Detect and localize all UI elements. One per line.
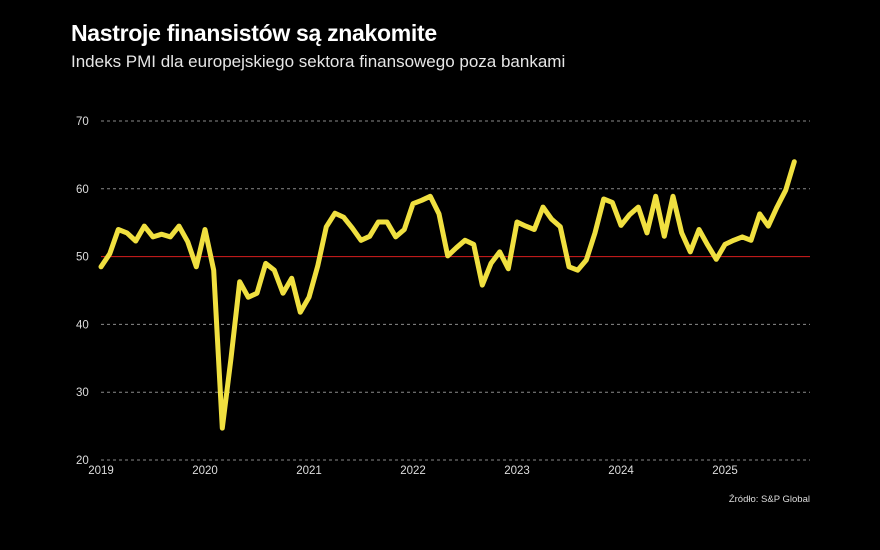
y-tick-label: 60 <box>76 184 89 196</box>
chart-subtitle: Indeks PMI dla europejskiego sektora fin… <box>71 52 566 71</box>
series-line-pmi <box>98 159 797 431</box>
x-tick-label: 2023 <box>504 465 530 477</box>
x-tick-label: 2020 <box>192 465 218 477</box>
y-tick-label: 70 <box>76 116 89 128</box>
source-note: Źródło: S&P Global <box>728 494 810 505</box>
x-tick-label: 2024 <box>608 465 634 477</box>
x-tick-label: 2019 <box>88 465 114 477</box>
chart-title: Nastroje finansistów są znakomite <box>71 20 437 46</box>
y-tick-label: 50 <box>76 252 89 264</box>
x-tick-label: 2021 <box>296 465 322 477</box>
y-tick-label: 40 <box>76 319 89 331</box>
y-tick-label: 20 <box>76 455 89 467</box>
x-tick-label: 2025 <box>712 465 738 477</box>
y-tick-label: 30 <box>76 387 89 399</box>
x-tick-label: 2022 <box>400 465 426 477</box>
